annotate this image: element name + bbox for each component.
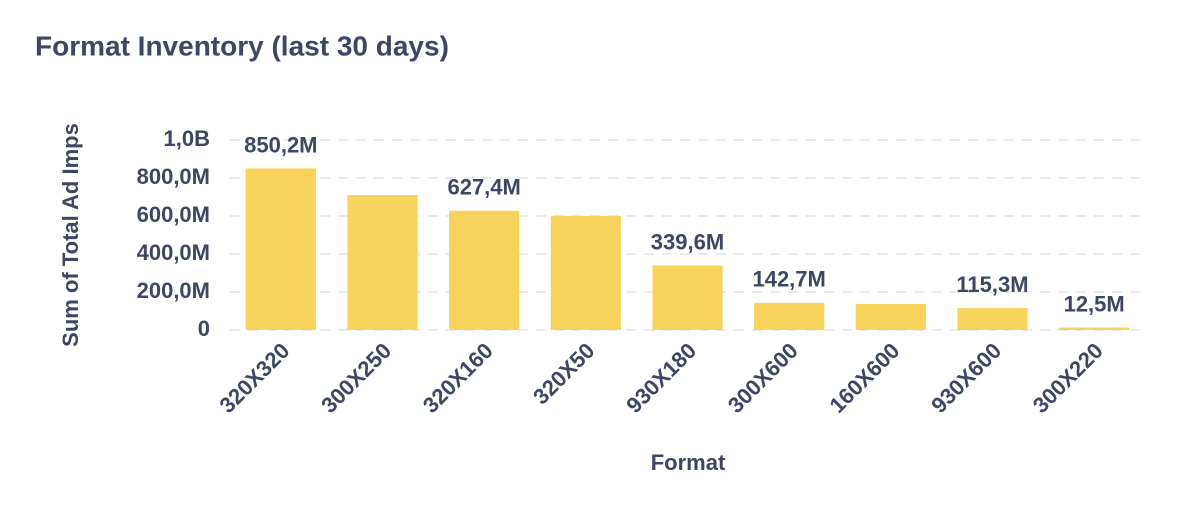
value-label: 115,3M bbox=[956, 272, 1028, 297]
x-tick-label: 300X250 bbox=[316, 338, 396, 418]
value-label: 339,6M bbox=[651, 229, 724, 254]
x-tick-label: 930X180 bbox=[621, 338, 701, 418]
value-label: 142,7M bbox=[752, 267, 825, 292]
y-tick-label: 800,0M bbox=[137, 164, 210, 189]
bar bbox=[245, 168, 316, 330]
y-tick-label: 200,0M bbox=[137, 278, 210, 303]
x-tick-label: 300X600 bbox=[723, 338, 803, 418]
x-tick-label: 930X600 bbox=[926, 338, 1006, 418]
bar bbox=[652, 265, 723, 330]
bar bbox=[957, 308, 1028, 330]
bar bbox=[347, 195, 418, 330]
y-tick-label: 1,0B bbox=[164, 126, 210, 151]
bar bbox=[449, 210, 520, 330]
y-tick-label: 0 bbox=[198, 316, 210, 341]
value-label: 850,2M bbox=[244, 132, 317, 157]
value-label: 627,4M bbox=[447, 175, 520, 200]
value-label: 12,5M bbox=[1064, 291, 1125, 316]
y-tick-label: 400,0M bbox=[137, 240, 210, 265]
x-tick-label: 320X50 bbox=[528, 338, 599, 409]
bar bbox=[754, 302, 825, 330]
x-tick-label: 160X600 bbox=[825, 338, 905, 418]
x-tick-label: 320X320 bbox=[215, 338, 295, 418]
bar bbox=[550, 216, 621, 330]
x-axis-label: Format bbox=[651, 450, 726, 475]
chart-title: Format Inventory (last 30 days) bbox=[35, 30, 449, 61]
y-tick-label: 600,0M bbox=[137, 202, 210, 227]
bar bbox=[1059, 327, 1130, 330]
y-axis-label: Sum of Total Ad Imps bbox=[58, 123, 83, 347]
x-tick-label: 320X160 bbox=[418, 338, 498, 418]
bar bbox=[855, 303, 926, 330]
x-tick-label: 300X220 bbox=[1028, 338, 1108, 418]
